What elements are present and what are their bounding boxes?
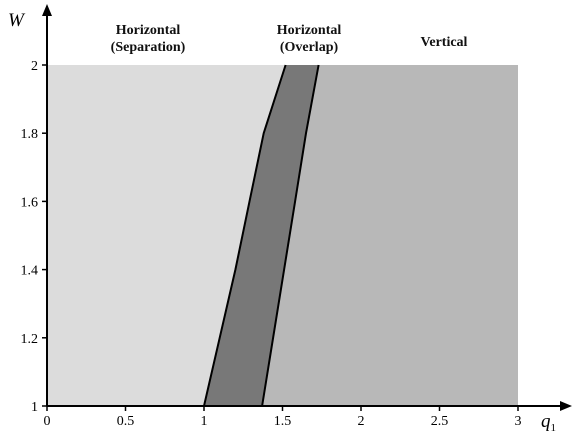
boundary-curve-1 xyxy=(203,64,287,407)
y-axis-arrow-icon xyxy=(42,4,52,16)
x-ticks: 0 0.5 1 1.5 2 2.5 3 xyxy=(44,406,522,429)
regions-layer xyxy=(47,65,518,406)
x-axis-label: q1 xyxy=(541,411,556,433)
region-label-line: Horizontal xyxy=(116,23,181,38)
x-tick-label: 1 xyxy=(201,414,208,429)
region-horizontal-separation xyxy=(47,65,286,406)
y-tick-label: 2 xyxy=(31,59,38,74)
x-axis-arrow-icon xyxy=(560,401,572,411)
y-tick-label: 1.4 xyxy=(21,264,39,279)
x-tick-label: 3 xyxy=(515,414,522,429)
region-vertical xyxy=(262,65,518,406)
region-label-vertical: Vertical xyxy=(421,35,468,50)
boundary-curve-2 xyxy=(261,64,320,407)
region-label-line: Vertical xyxy=(421,35,468,50)
region-label-line: (Separation) xyxy=(111,40,186,55)
x-tick-label: 0.5 xyxy=(117,414,135,429)
region-label-horizontal-overlap: Horizontal (Overlap) xyxy=(277,23,342,55)
boundaries-layer xyxy=(203,64,320,407)
region-labels: Horizontal (Separation) Horizontal (Overlap… xyxy=(111,23,468,55)
x-tick-label: 2.5 xyxy=(431,414,449,429)
x-tick-label: 0 xyxy=(44,414,51,429)
y-tick-label: 1.2 xyxy=(21,332,39,347)
y-ticks: 1 1.2 1.4 1.6 1.8 2 xyxy=(21,59,47,415)
x-axis-label-subscript: 1 xyxy=(551,422,557,433)
x-axis-label-main: q xyxy=(541,411,551,432)
x-tick-label: 2 xyxy=(358,414,365,429)
region-horizontal-overlap xyxy=(204,65,319,406)
axes xyxy=(42,4,572,411)
region-label-line: (Overlap) xyxy=(280,40,339,55)
region-label-line: Horizontal xyxy=(277,23,342,38)
y-tick-label: 1.8 xyxy=(21,127,39,142)
region-label-horizontal-separation: Horizontal (Separation) xyxy=(111,23,186,55)
x-tick-label: 1.5 xyxy=(274,414,292,429)
y-tick-label: 1.6 xyxy=(21,195,39,210)
y-tick-label: 1 xyxy=(31,400,38,415)
y-axis-label: W xyxy=(8,10,26,31)
